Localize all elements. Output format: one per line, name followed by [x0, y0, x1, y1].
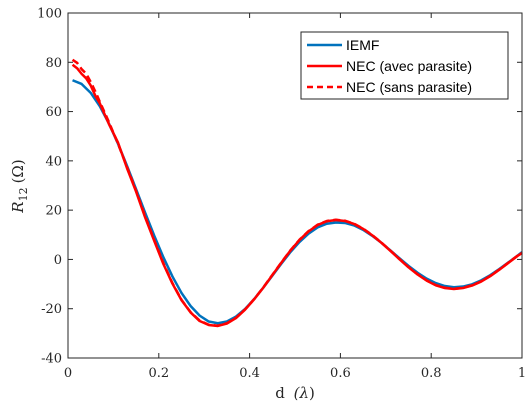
axes-layer: [67, 12, 523, 359]
ticks-layer: 0 0.2 0.4 0.6 0.8 1 -40 -20 0 20 40 60 80 100: [37, 7, 525, 382]
y-tick-label: 40: [45, 154, 62, 169]
series-line-0: [72, 79, 523, 325]
x-axis-title: d (λ): [275, 384, 315, 402]
x-tick-label: 1: [518, 366, 525, 381]
x-tick-label: 0.4: [239, 366, 260, 381]
y-tick-label: -40: [41, 352, 62, 367]
x-tick-label: 0.2: [148, 366, 169, 381]
legend-label-nec-avec: NEC (avec parasite): [346, 58, 472, 74]
y-tick-label: 80: [45, 56, 62, 71]
series-layer: [71, 58, 523, 328]
x-tick-label: 0: [64, 366, 72, 381]
legend-label-nec-sans: NEC (sans parasite): [346, 79, 472, 95]
legend-label-iemf: IEMF: [346, 37, 379, 53]
y-tick-label: 100: [37, 7, 62, 22]
x-tick-label: 0.8: [421, 366, 442, 381]
y-tick-label: -20: [41, 302, 62, 317]
y-tick-label: 0: [54, 253, 62, 268]
y-tick-label: 20: [45, 204, 62, 219]
y-axis-title: R12(Ω): [9, 159, 30, 213]
legend: IEMF NEC (avec parasite) NEC (sans paras…: [300, 31, 509, 100]
series-line-2: [71, 58, 523, 327]
x-tick-label: 0.6: [330, 366, 351, 381]
axes-frame: [67, 12, 523, 359]
y-tick-label: 60: [45, 105, 62, 120]
